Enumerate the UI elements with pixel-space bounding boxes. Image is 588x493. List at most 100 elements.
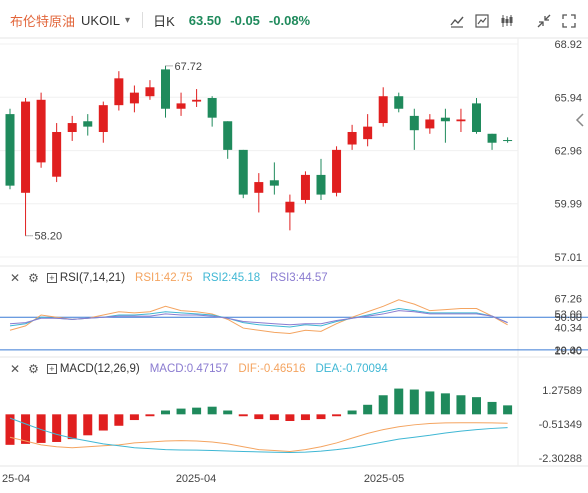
macd-axis: 1.27589 -0.51349 -2.30288 <box>539 385 582 465</box>
time-tick-label: 2025-05 <box>364 473 404 485</box>
price-tick-label: 65.94 <box>554 92 582 104</box>
macd-bar <box>176 408 186 415</box>
high-annotation: 67.72 <box>175 61 203 73</box>
shrink-icon[interactable] <box>535 12 553 30</box>
grid-lines <box>0 37 588 467</box>
candle-body <box>456 119 466 122</box>
time-axis: 25-04 2025-04 2025-05 <box>2 473 404 485</box>
macd-bar <box>145 414 155 417</box>
rsi-tick-label: 20.00 <box>554 345 582 357</box>
macd-line-dif <box>9 422 508 453</box>
candle-body <box>363 126 373 140</box>
symbol-code[interactable]: UKOIL <box>81 12 121 28</box>
candle-body <box>161 69 170 109</box>
symbol-bar: 布伦特原油 UKOIL ▾ 日K 63.50 -0.05 -0.08% <box>10 10 310 30</box>
toolbar <box>441 12 578 30</box>
candle-body <box>176 103 186 109</box>
macd-tick-label: -0.51349 <box>539 419 582 431</box>
candle-body <box>269 180 279 186</box>
macd-bar <box>300 414 310 421</box>
close-icon[interactable]: ✕ <box>10 362 21 376</box>
chevron-down-icon[interactable]: ▾ <box>125 14 131 26</box>
candle-body <box>378 96 388 124</box>
macd-line-dea <box>9 417 508 453</box>
candle-body <box>21 101 31 193</box>
candle-body <box>192 99 202 102</box>
macd-bar <box>114 414 124 426</box>
rsi-line-rsi1 <box>9 299 508 335</box>
candle-body <box>300 174 310 200</box>
macd-bar <box>332 414 342 417</box>
settings-gear-icon[interactable]: ⚙ <box>28 362 39 376</box>
macd-bar <box>316 414 326 420</box>
macd-bar <box>456 395 466 415</box>
macd-bar <box>5 414 15 445</box>
low-annotation: 58.20 <box>35 231 63 243</box>
candle-body <box>254 182 264 193</box>
candle-type-icon[interactable] <box>498 12 516 30</box>
candle-body <box>409 115 419 131</box>
indicator-icon[interactable] <box>448 12 466 30</box>
expand-box-icon[interactable]: + <box>46 364 57 374</box>
candle-body <box>129 92 139 104</box>
rsi-header: ✕ ⚙ + RSI(7,14,21) RSI1:42.75 RSI2:45.18… <box>10 270 328 286</box>
macd-bar <box>129 414 139 421</box>
rsi-tick-label: 19.40 <box>554 345 582 357</box>
candle-body <box>114 78 124 106</box>
price-tick-label: 59.99 <box>554 199 582 211</box>
period-selector[interactable]: 日K <box>153 13 175 29</box>
rsi3-value: RSI3:44.57 <box>270 272 328 284</box>
time-tick-label: 25-04 <box>2 473 30 485</box>
rsi-tick-label: 40.34 <box>554 323 582 335</box>
candle-body <box>5 114 15 186</box>
close-icon[interactable]: ✕ <box>10 271 21 285</box>
macd-label: MACD(12,26,9) <box>59 363 140 375</box>
price-axis: 68.92 65.94 62.96 59.99 57.01 <box>554 39 582 264</box>
rsi2-value: RSI2:45.18 <box>202 272 261 284</box>
macd-bar <box>83 414 93 436</box>
expand-box-icon[interactable]: + <box>46 273 57 283</box>
macd-tick-label: -2.30288 <box>539 453 582 465</box>
macd-bar <box>487 401 497 415</box>
candle-body <box>503 140 513 142</box>
candle-body <box>67 123 77 132</box>
macd-histogram <box>5 388 513 445</box>
candle-body <box>223 121 233 150</box>
collapse-right-icon[interactable] <box>572 110 588 136</box>
candle-body <box>36 99 46 163</box>
candle-body <box>440 117 450 122</box>
macd-bar <box>425 391 435 415</box>
rsi1-value: RSI1:42.75 <box>135 272 193 284</box>
rsi-label: RSI(7,14,21) <box>59 272 126 284</box>
dif-value: DIF:-0.46516 <box>238 363 306 375</box>
candle-body <box>316 174 326 195</box>
macd-bar <box>472 397 481 415</box>
macd-bar <box>347 410 357 415</box>
price-change-pct: -0.08% <box>268 12 311 28</box>
candle-body <box>98 105 108 132</box>
macd-bar <box>363 404 373 415</box>
compare-icon[interactable] <box>473 12 491 30</box>
macd-bar <box>394 388 404 415</box>
candle-body <box>394 96 404 109</box>
macd-bar <box>269 414 279 421</box>
macd-bar <box>223 410 233 415</box>
settings-gear-icon[interactable]: ⚙ <box>28 271 39 285</box>
price-tick-label: 57.01 <box>554 252 582 264</box>
candle-body <box>52 131 62 177</box>
time-tick-label: 2025-04 <box>176 473 216 485</box>
macd-bar <box>254 414 264 420</box>
candle-body <box>425 119 435 129</box>
macd-bar <box>21 414 31 444</box>
fullscreen-icon[interactable] <box>560 12 578 30</box>
macd-tick-label: 1.27589 <box>542 385 582 397</box>
macd-header: ✕ ⚙ + MACD(12,26,9) MACD:0.47157 DIF:-0.… <box>10 361 388 377</box>
candle-body <box>487 133 497 143</box>
rsi-line-rsi3 <box>9 310 508 326</box>
price-tick-label: 62.96 <box>554 146 582 158</box>
price-annotations: 67.72 58.20 <box>25 61 203 243</box>
macd-bar <box>440 393 450 415</box>
macd-bar <box>378 395 388 415</box>
